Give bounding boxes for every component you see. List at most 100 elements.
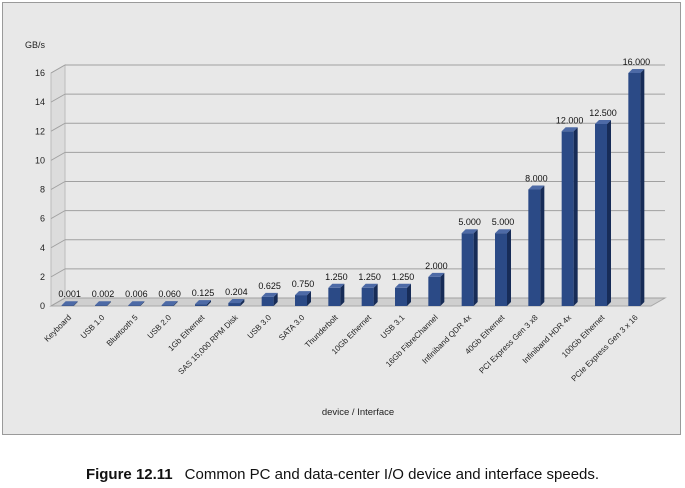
data-label: 0.060 [158,289,181,299]
bar-side [207,300,211,306]
bar-top [461,229,478,234]
data-label: 5.000 [492,217,515,227]
data-label: 12.000 [556,115,584,125]
bar [261,296,274,306]
bar-top [395,283,411,288]
data-label: 0.001 [58,289,81,299]
bar-side [140,301,145,306]
x-tick-label: PCI Express Gen 3 x8 [477,313,540,376]
x-tick-label: USB 3.0 [246,313,274,341]
bar-side [507,229,511,306]
data-label: 8.000 [525,174,548,184]
bar-top [128,301,145,306]
bar-side [573,127,578,306]
data-label: 0.204 [225,287,248,297]
bar-top [428,272,445,277]
bar-top [161,301,178,306]
bar [328,287,341,306]
data-label: 0.006 [125,289,148,299]
bar-top [595,119,611,124]
bar [495,233,507,306]
gridline-depth [50,239,66,249]
bar-side [240,299,245,306]
bar-side [173,301,178,306]
bar-top [528,185,545,190]
gridline-depth [50,93,66,103]
bar-side [607,119,611,306]
y-tick-label: 10 [35,155,45,165]
data-label: 0.750 [292,279,315,289]
x-tick-label: SATA 3.0 [277,313,307,343]
figure-caption: Figure 12.11 Common PC and data-center I/… [0,466,685,483]
data-label: 1.250 [392,272,415,282]
bar-top [561,127,578,132]
data-label: 5.000 [458,217,481,227]
bar-top [361,283,378,288]
y-tick-label: 4 [40,243,45,253]
y-tick-label: 12 [35,126,45,136]
y-axis-label: GB/s [25,40,46,50]
bar [528,189,541,306]
bar-top [328,283,345,288]
gridline-depth [50,181,66,190]
bar-side [73,301,78,306]
caption-text: Common PC and data-center I/O device and… [184,466,600,483]
data-label: 12.500 [589,108,617,118]
bar-top [195,300,211,305]
bar [428,276,441,306]
y-tick-label: 0 [40,301,45,311]
bar [561,131,574,306]
x-tick-label: USB 1.0 [79,313,107,341]
gridline-depth [50,122,66,132]
bar [628,73,641,306]
y-tick-label: 6 [40,214,45,224]
bar [161,305,174,306]
data-label: 2.000 [425,261,448,271]
bar [228,303,241,306]
bar [295,295,307,306]
x-tick-label: Keyboard [42,313,73,344]
x-tick-label: PCIe Express Gen 3 x 16 [570,313,641,384]
chart-frame: 0 2 4 6 8 10 12 14 16 GB/s 0.001 Keyboard 0.002 USB 1… [2,2,681,435]
bar-side [307,291,311,306]
y-tick-label: 16 [35,68,45,78]
x-tick-label: USB 2.0 [146,313,174,341]
data-label: 0.125 [192,288,215,298]
bar-side [407,283,411,306]
bar-side [273,292,278,306]
x-axis-label: device / Interface [322,407,394,418]
bar [61,305,74,306]
bar [395,287,407,306]
bar-side [440,272,445,306]
bar-side [540,185,545,306]
bar [128,305,141,306]
bar-side [640,69,645,306]
data-label: 0.625 [258,281,281,291]
bar-side [107,301,111,306]
gridline-depth [50,297,66,307]
x-tick-label: Bluetooth 5 [105,313,140,348]
bar-top [61,301,78,306]
bar [195,304,207,306]
bar-chart: 0 2 4 6 8 10 12 14 16 GB/s 0.001 Keyboard 0.002 USB 1… [25,40,667,418]
gridline-depth [50,268,66,278]
bar [595,123,607,306]
gridline-depth [50,151,66,161]
gridline-depth [50,64,66,74]
data-label: 16.000 [623,57,651,67]
bar [95,305,107,306]
data-label: 1.250 [358,272,381,282]
caption-label: Figure 12.11 [85,466,173,483]
bar-side [373,283,378,306]
bar-top [628,69,645,73]
bar [361,287,374,306]
bar-top [261,292,278,297]
bar-top [495,229,511,234]
y-tick-label: 2 [40,272,45,282]
y-tick-label: 14 [35,97,45,107]
data-label: 1.250 [325,272,348,282]
bar [461,233,474,306]
bar-top [295,291,311,296]
gridline-depth [50,210,66,220]
x-tick-label: USB 3.1 [379,313,407,341]
